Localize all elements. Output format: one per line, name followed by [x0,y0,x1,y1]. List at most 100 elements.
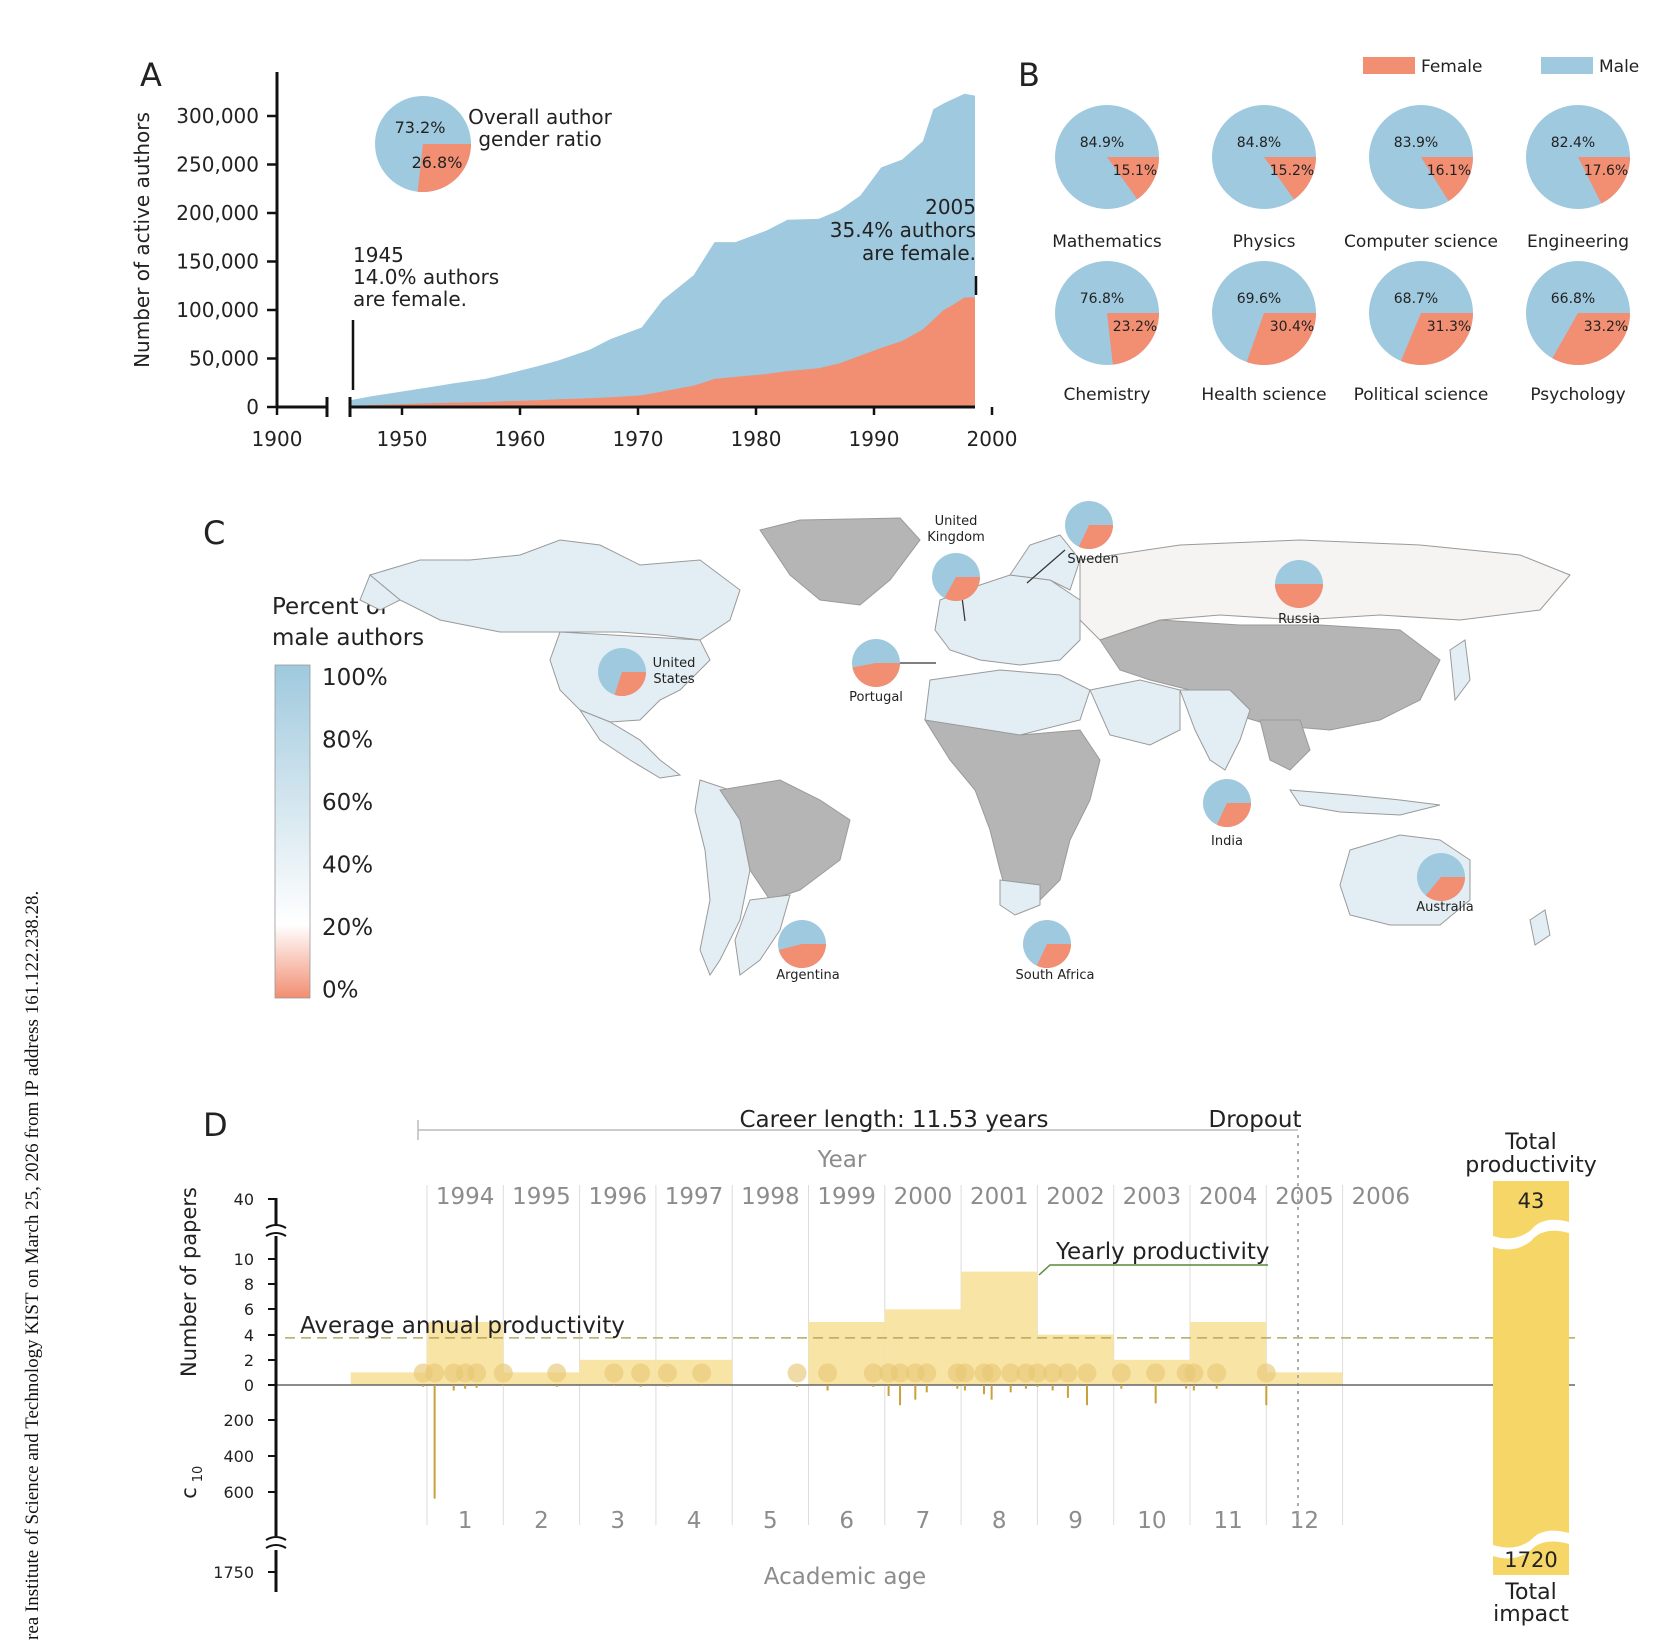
c10-axis-title: c [177,1487,201,1499]
map-region-asia-center [1099,619,1441,731]
field-pie-political-science-female-slice [1400,313,1473,365]
map-scale-tick-label: 100% [322,665,388,691]
field-pie-chemistry-female-slice [1107,313,1159,365]
total-impact-block [1493,1541,1569,1575]
map-scale-tick-label: 60% [322,790,373,816]
academic-age-label: 12 [1290,1508,1319,1534]
paper-marker [1043,1363,1063,1383]
field-pie-female-label: 31.3% [1427,319,1471,335]
overall-pie-male-label: 73.2% [395,118,446,137]
field-pie-male-label: 68.7% [1394,291,1438,307]
paper-marker [917,1363,937,1383]
x-tick-label: 1970 [613,427,664,451]
overall-gender-pie [375,96,471,192]
y-tick-label: 0 [246,395,259,419]
x-tick-label: 1990 [849,427,900,451]
panel-a-letter: A [140,56,162,94]
panel-d: D Career length: 11.53 years Dropout Year 1… [177,1106,1597,1627]
field-pie-psychology-female-slice [1552,313,1630,366]
paper-marker [1058,1363,1078,1383]
annotation-1945-text: are female. [353,287,467,311]
total-productivity-title: productivity [1465,1153,1597,1178]
x-tick-label: 1980 [731,427,782,451]
c10-tick-label: 400 [223,1447,254,1466]
y-tick-label: 200,000 [176,201,259,225]
field-pie-name: Health science [1201,385,1326,405]
total-productivity-block [1493,1181,1569,1239]
field-pie-mathematics [1055,105,1159,209]
field-pie-female-label: 15.1% [1113,163,1157,179]
field-pie-name: Psychology [1530,385,1625,405]
y-axis-label: Number of active authors [130,112,154,368]
panel-b-letter: B [1018,56,1040,94]
country-name-part: United [653,656,696,671]
paper-marker [1207,1363,1227,1383]
paper-marker [467,1363,487,1383]
career-length-label: Career length: 11.53 years [740,1107,1049,1133]
paper-marker [1146,1363,1166,1383]
country-pie-australia [1417,853,1465,901]
field-pie-male-label: 69.6% [1237,291,1281,307]
x-tick-label: 1960 [495,427,546,451]
year-label: 2003 [1123,1184,1182,1210]
overall-pie-female-label: 26.8% [412,153,463,172]
annotation-1945-text: 14.0% authors [353,265,499,289]
country-pie-argentina [778,920,826,968]
paper-marker [547,1363,567,1383]
country-pie-south-africa-female-slice [1036,944,1071,968]
total-impact-title: impact [1493,1602,1569,1627]
academic-age-label: 11 [1214,1508,1243,1534]
field-pie-male-label: 83.9% [1394,135,1438,151]
map-region-indonesia [1289,789,1441,816]
y-tick-label: 150,000 [176,250,259,274]
dropout-label: Dropout [1209,1107,1302,1133]
paper-marker [493,1363,513,1383]
country-name-part: States [653,672,694,687]
paper-marker [818,1363,838,1383]
map-region-japan [1449,639,1471,702]
country-leader-line [1026,549,1066,584]
legend-female-label: Female [1421,57,1482,77]
country-pie-south-africa [1023,920,1071,968]
c10-tick-label: 200 [223,1411,254,1430]
paper-marker [1077,1363,1097,1383]
country-pie-india [1203,779,1251,827]
country-pie-portugal [852,639,900,687]
axis-break-bottom [265,1536,287,1549]
country-pie-united-kingdom [932,553,980,601]
yearly-productivity-bar [350,1372,427,1385]
paper-marker [657,1363,677,1383]
overall-gender-pie-female-slice [417,144,471,192]
paper-marker [631,1363,651,1383]
year-label: 2000 [894,1184,953,1210]
field-pie-female-label: 15.2% [1270,163,1314,179]
paper-marker [1001,1363,1021,1383]
total-productivity-title: Total [1504,1130,1556,1155]
paper-marker [604,1363,624,1383]
panel-d-letter: D [203,1106,228,1144]
year-axis-title: Year [817,1147,867,1173]
year-label: 2005 [1275,1184,1334,1210]
map-region-alaska [359,574,401,611]
panel-c: C Percent of male authors 100%80%60%40%2… [203,501,1571,1004]
male-area-series [350,93,975,407]
academic-age-label: 10 [1137,1508,1166,1534]
female-area-series [350,297,975,407]
c10-tick-label: 600 [223,1483,254,1502]
map-color-scale [274,664,311,999]
annotation-2005-text: 35.4% authors [830,218,976,242]
panel-b: B Female Male 84.9% 15.1% Mathematics 84.8%… [1018,56,1639,405]
map-region-south-africa [999,879,1041,916]
field-pie-political-science [1369,261,1473,365]
paper-marker [955,1363,975,1383]
map-scale-tick-label: 40% [322,853,373,879]
c10-tick-label: 1750 [213,1563,254,1582]
annotation-2005-text: are female. [862,241,976,265]
paper-marker [890,1363,910,1383]
field-pie-name: Physics [1233,232,1296,252]
field-pie-name: Chemistry [1064,385,1151,405]
yearly-productivity-label: Yearly productivity [1055,1239,1270,1265]
paper-marker [1027,1363,1047,1383]
field-pie-health-science-female-slice [1246,313,1316,366]
year-label: 2006 [1351,1184,1410,1210]
